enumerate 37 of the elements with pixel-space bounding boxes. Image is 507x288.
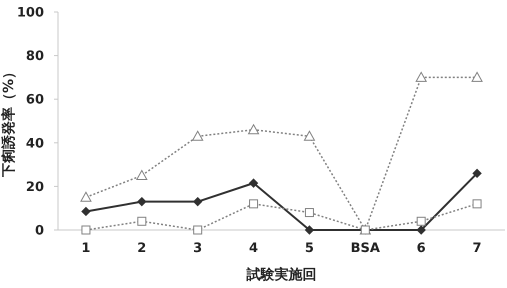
point [304,130,315,141]
y-tick-label: 80 [26,49,44,64]
point [137,197,146,206]
point [137,216,146,226]
point [193,226,202,234]
x-tick-label: 7 [472,241,482,256]
x-tick-label: 6 [416,241,426,256]
y-tick-label: 40 [26,136,44,152]
x-axis-title: 試験実施回 [246,266,316,283]
point [472,168,482,178]
point [472,199,482,208]
point [249,199,258,208]
point [81,226,90,234]
point [81,206,90,216]
x-tick-label: 1 [81,241,90,256]
point [136,170,148,180]
point [416,226,426,234]
point [248,124,260,134]
y-axis-title: 下痢誘発率（%） [0,64,17,178]
x-tick-label: 5 [304,241,314,256]
point [80,192,92,202]
x-tick-label: BSA [350,241,380,256]
x-tick-label: 3 [193,241,202,256]
y-tick-label: 0 [34,224,44,238]
point [304,208,314,218]
point [416,72,427,82]
point [249,178,258,188]
y-tick-label: 60 [26,92,44,108]
point [416,216,426,226]
point [193,197,202,206]
y-tick-label: 20 [26,180,44,195]
y-tick-label: 100 [16,6,44,20]
x-tick-label: 4 [249,241,258,256]
x-tick-label: 2 [137,241,146,256]
point [304,226,314,234]
point [192,130,204,141]
point [472,72,483,82]
